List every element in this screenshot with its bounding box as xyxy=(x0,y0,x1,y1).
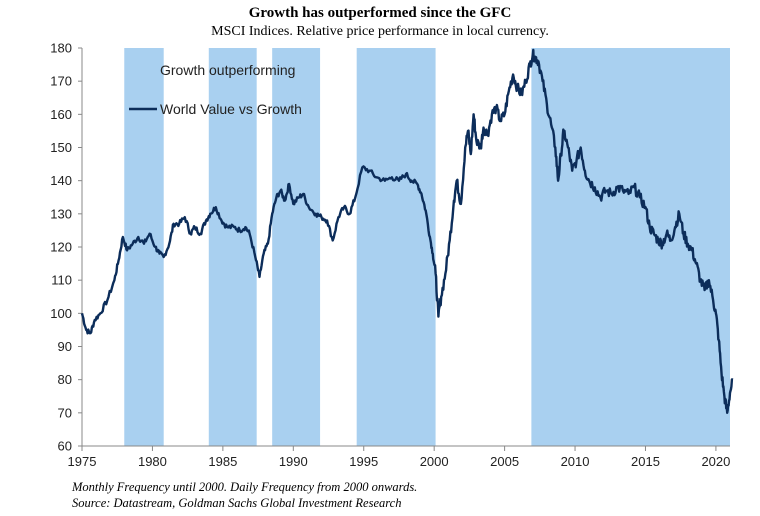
shaded-periods xyxy=(124,48,730,446)
y-tick-label: 90 xyxy=(58,339,72,354)
shade-period-4 xyxy=(531,48,730,446)
footnote-source: Source: Datastream, Goldman Sachs Global… xyxy=(72,496,402,510)
y-tick-label: 70 xyxy=(58,405,72,420)
x-tick-label: 1980 xyxy=(138,454,167,469)
x-tick-label: 2010 xyxy=(561,454,590,469)
y-tick-label: 120 xyxy=(50,240,72,255)
x-tick-label: 1975 xyxy=(68,454,97,469)
legend-line-label: World Value vs Growth xyxy=(160,101,302,117)
shade-period-1 xyxy=(208,48,257,446)
y-tick-label: 110 xyxy=(51,273,72,288)
series-line-0 xyxy=(80,48,734,414)
x-tick-label: 2015 xyxy=(631,454,660,469)
legend-shade-swatch xyxy=(129,63,157,77)
legend-shade-label: Growth outperforming xyxy=(160,62,295,78)
chart-title: Growth has outperformed since the GFC xyxy=(248,5,512,21)
y-tick-label: 150 xyxy=(50,140,72,155)
x-tick-label: 2005 xyxy=(490,454,519,469)
x-tick-label: 2000 xyxy=(420,454,449,469)
chart-subtitle: MSCI Indices. Relative price performance… xyxy=(211,24,549,39)
y-tick-label: 130 xyxy=(50,206,72,221)
y-tick-label: 100 xyxy=(50,306,72,321)
y-tick-label: 140 xyxy=(50,173,72,188)
legend: Growth outperforming World Value vs Growt… xyxy=(129,62,302,117)
shade-period-2 xyxy=(272,48,321,446)
x-tick-label: 2020 xyxy=(701,454,730,469)
y-tick-label: 180 xyxy=(50,41,72,56)
x-tick-label: 1995 xyxy=(349,454,378,469)
y-axis-ticks: 60 70 80 90 100 110 120 130 140 150 160 170 180 xyxy=(50,41,82,454)
x-tick-label: 1985 xyxy=(208,454,237,469)
x-axis-ticks: 1975 1980 1985 1990 1995 2000 2005 2010 2015 2020 xyxy=(68,446,730,469)
y-tick-label: 60 xyxy=(58,439,72,454)
footnote-frequency: Monthly Frequency until 2000. Daily Freq… xyxy=(72,480,418,494)
series-group xyxy=(80,48,734,414)
y-tick-label: 160 xyxy=(50,107,72,122)
shade-period-3 xyxy=(356,48,436,446)
y-tick-label: 170 xyxy=(50,74,72,89)
y-tick-label: 80 xyxy=(58,372,72,387)
x-tick-label: 1990 xyxy=(279,454,308,469)
